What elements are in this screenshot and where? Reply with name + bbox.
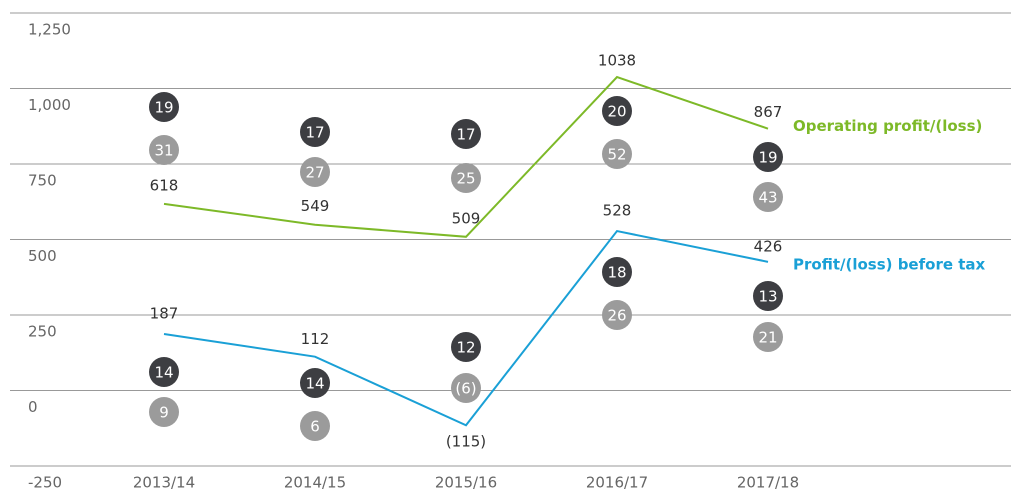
badge <box>451 163 481 193</box>
x-tick-label: 2013/14 <box>133 474 195 492</box>
badge-label: 6 <box>310 418 320 436</box>
badge <box>149 357 179 387</box>
badge-label: 9 <box>159 404 169 422</box>
badge-label: 26 <box>607 307 626 325</box>
badge <box>602 139 632 169</box>
badge <box>753 142 783 172</box>
data-label: (115) <box>446 433 486 451</box>
badge-label: 52 <box>607 146 626 164</box>
y-tick-label: -250 <box>28 474 62 492</box>
x-tick-label: 2017/18 <box>737 474 799 492</box>
data-label: 867 <box>754 103 783 121</box>
badge <box>451 119 481 149</box>
badge-label: 19 <box>758 149 777 167</box>
badge <box>300 157 330 187</box>
badge-label: 43 <box>758 189 777 207</box>
data-label: 426 <box>754 237 783 255</box>
badge <box>602 300 632 330</box>
badge <box>300 368 330 398</box>
badge <box>149 397 179 427</box>
badge-label: 14 <box>305 375 324 393</box>
badge-label: 18 <box>607 264 626 282</box>
data-label: 618 <box>150 176 179 194</box>
badge <box>300 411 330 441</box>
badge <box>753 182 783 212</box>
badge <box>149 135 179 165</box>
y-tick-label: 750 <box>28 172 57 190</box>
badge <box>451 373 481 403</box>
legend-label: Operating profit/(loss) <box>793 117 982 135</box>
x-tick-label: 2014/15 <box>284 474 346 492</box>
badge-label: 14 <box>154 364 173 382</box>
data-label: 1038 <box>598 52 636 70</box>
data-label: 112 <box>301 330 330 348</box>
x-tick-label: 2016/17 <box>586 474 648 492</box>
data-label: 509 <box>452 209 481 227</box>
badge <box>602 257 632 287</box>
badge-label: 17 <box>305 124 324 142</box>
y-tick-label: 500 <box>28 247 57 265</box>
badge <box>753 322 783 352</box>
badge-label: 20 <box>607 103 626 121</box>
y-tick-label: 1,000 <box>28 96 71 114</box>
badge-label: (6) <box>455 380 476 398</box>
y-tick-label: 250 <box>28 323 57 341</box>
badge-label: 31 <box>154 142 173 160</box>
badge-label: 19 <box>154 99 173 117</box>
badge-label: 27 <box>305 164 324 182</box>
data-label: 528 <box>603 202 632 220</box>
badge-label: 21 <box>758 329 777 347</box>
badge <box>602 96 632 126</box>
badge-label: 25 <box>456 170 475 188</box>
legend-label: Profit/(loss) before tax <box>793 255 986 273</box>
y-tick-label: 1,250 <box>28 21 71 39</box>
badge <box>451 332 481 362</box>
line <box>163 75 769 238</box>
line <box>163 229 769 427</box>
y-tick-label: 0 <box>28 398 38 416</box>
badge-label: 12 <box>456 339 475 357</box>
badge <box>300 117 330 147</box>
x-tick-label: 2015/16 <box>435 474 497 492</box>
badge-label: 13 <box>758 288 777 306</box>
data-label: 187 <box>150 305 179 323</box>
badge <box>753 281 783 311</box>
badge <box>149 92 179 122</box>
badge-label: 17 <box>456 126 475 144</box>
data-label: 549 <box>301 197 330 215</box>
